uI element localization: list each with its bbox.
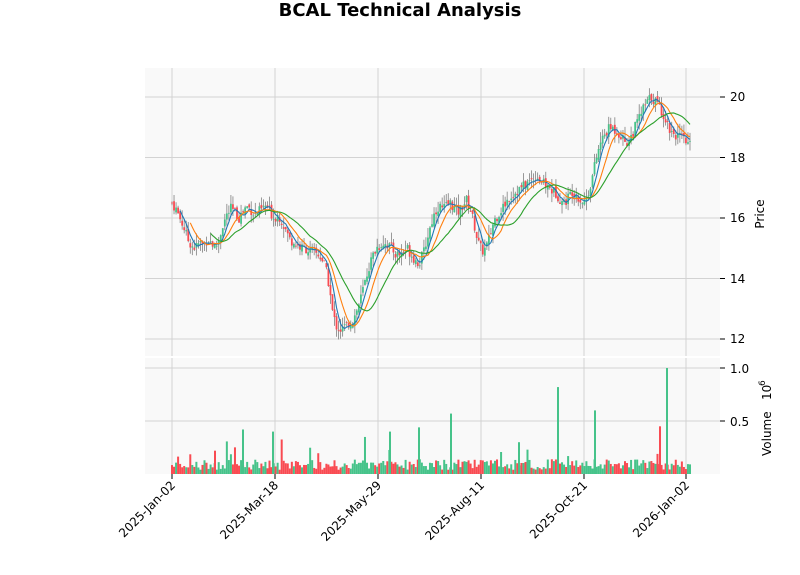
date-tick-label: 2025-Jan-02 (116, 478, 178, 540)
moving-averages (179, 98, 691, 330)
price-tick-16: 16 (730, 211, 745, 225)
volume-exp-base: 10 (760, 385, 774, 400)
date-axis: 2025-Jan-02 2025-Mar-18 2025-May-29 2025-Au… (116, 474, 692, 544)
price-tick-18: 18 (730, 151, 745, 165)
price-tick-20: 20 (730, 90, 745, 104)
price-tick-14: 14 (730, 272, 745, 286)
date-tick-label: 2025-Mar-18 (217, 478, 281, 542)
volume-exp-sup: 6 (758, 380, 768, 386)
volume-label-text: Volume (760, 411, 774, 456)
volume-axis-label: Volume 10 6 (758, 380, 774, 456)
price-axis-label: Price (753, 199, 767, 228)
volume-tick-05: 0.5 (730, 415, 749, 429)
price-axis: 20 18 16 14 12 (730, 90, 745, 346)
date-tick-label: 2026-Jan-02 (630, 478, 692, 540)
chart-title: BCAL Technical Analysis (278, 0, 522, 21)
volume-panel (145, 358, 720, 474)
volume-tick-1: 1.0 (730, 362, 749, 376)
price-tick-12: 12 (730, 332, 745, 346)
volume-bars (171, 368, 691, 474)
date-tick-label: 2025-May-29 (318, 478, 384, 544)
date-tick-label: 2025-Aug-11 (422, 478, 487, 543)
date-tick-label: 2025-Oct-21 (527, 478, 590, 541)
volume-axis: 1.0 0.5 (730, 362, 749, 429)
